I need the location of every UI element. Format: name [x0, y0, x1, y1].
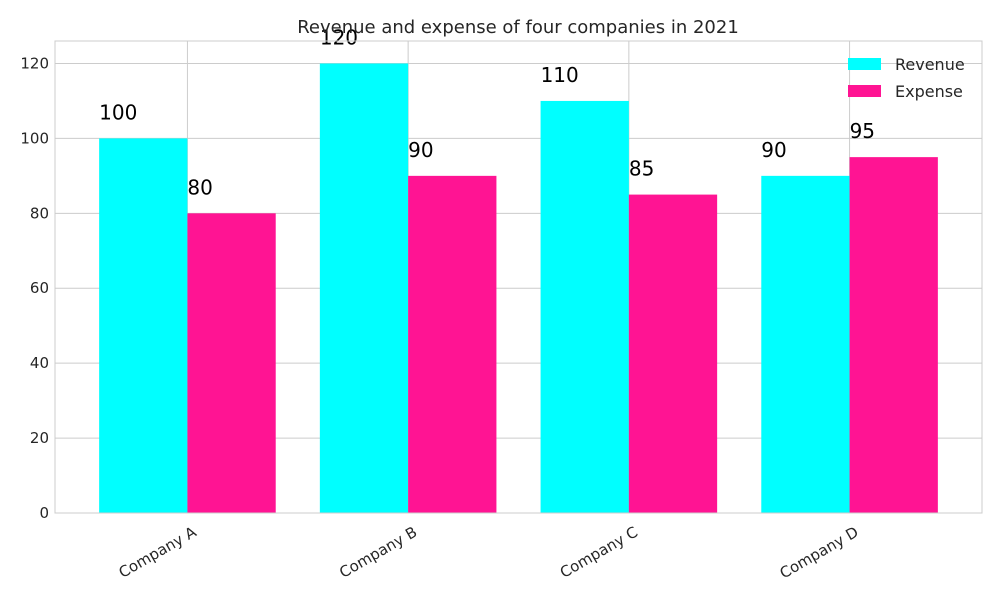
legend-swatch-revenue	[848, 58, 881, 70]
bars	[99, 63, 938, 514]
bar-value-label: 90	[761, 138, 786, 162]
plot-frame	[54, 40, 983, 514]
bar-value-label: 95	[850, 119, 875, 143]
y-tick-label: 20	[30, 429, 49, 447]
x-tick-label: Company B	[336, 523, 420, 582]
legend: Revenue Expense	[848, 55, 965, 101]
bar-expense	[628, 194, 718, 514]
y-tick-label: 80	[30, 204, 49, 222]
bar-revenue	[540, 100, 629, 513]
legend-swatch-expense	[848, 85, 881, 97]
x-tick-label: Company D	[777, 523, 862, 582]
bar-revenue	[99, 138, 188, 513]
bar-expense	[187, 213, 276, 514]
x-tick-label: Company A	[116, 523, 200, 582]
bar-value-label: 90	[408, 138, 433, 162]
y-tick-label: 60	[30, 279, 49, 297]
legend-label-expense: Expense	[895, 82, 963, 101]
bar-expense	[849, 157, 938, 513]
bar-value-label: 80	[187, 175, 212, 199]
bar-value-label: 110	[541, 63, 579, 87]
bar-revenue	[319, 63, 409, 513]
bar-value-label: 85	[629, 157, 654, 181]
data-labels: 100 120 110 90 80 90 85 95	[99, 25, 875, 199]
y-tick-label: 0	[39, 504, 49, 522]
y-tick-label: 120	[20, 54, 49, 72]
bar-expense	[408, 175, 497, 513]
bar-value-label: 100	[99, 100, 137, 124]
bar-value-label: 120	[320, 25, 358, 49]
y-tick-label: 100	[20, 129, 49, 147]
legend-label-revenue: Revenue	[895, 55, 965, 74]
y-tick-label: 40	[30, 354, 49, 372]
x-tick-label: Company C	[557, 523, 641, 582]
chart-title: Revenue and expense of four companies in…	[297, 17, 739, 38]
bar-revenue	[761, 175, 850, 513]
